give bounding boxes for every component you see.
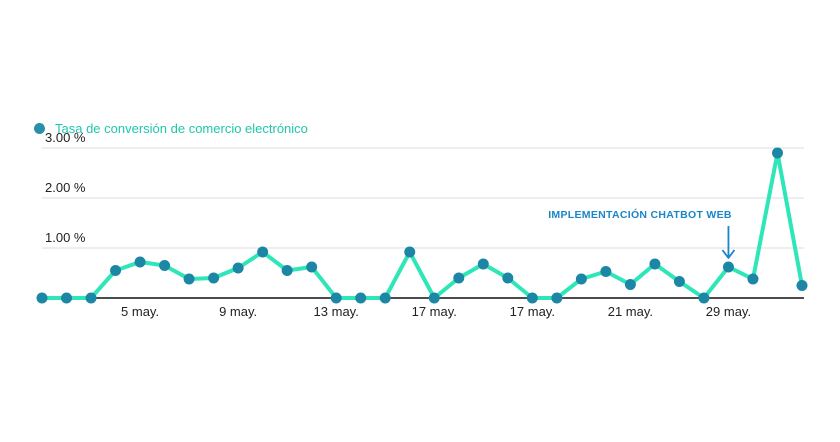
series-line (40, 151, 804, 300)
data-point (575, 273, 587, 285)
x-tick-label: 9 may. (219, 304, 257, 319)
data-point (526, 292, 538, 304)
data-point (232, 262, 244, 274)
data-point (771, 147, 783, 159)
x-tick-label: 17 may. (412, 304, 457, 319)
data-point (698, 292, 710, 304)
data-point (673, 276, 685, 287)
data-point (551, 292, 563, 304)
x-tick-label: 5 may. (121, 304, 159, 319)
data-point (453, 272, 465, 284)
data-point (624, 279, 636, 290)
data-point (134, 256, 146, 268)
data-point (428, 292, 440, 304)
data-point (600, 266, 612, 277)
annotation-arrow-head (721, 249, 736, 259)
y-tick-label: 2.00 % (45, 180, 86, 195)
data-point (747, 273, 759, 285)
data-point (330, 292, 342, 304)
annotation-label: IMPLEMENTACIÓN CHATBOT WEB (548, 208, 732, 221)
data-point (36, 292, 48, 304)
data-point (379, 292, 391, 304)
legend-marker (34, 123, 45, 134)
y-tick-label: 3.00 % (45, 130, 86, 145)
data-point (355, 292, 367, 304)
data-point (257, 246, 269, 258)
data-point (649, 258, 661, 270)
data-point (110, 265, 122, 276)
data-point (281, 265, 293, 276)
x-tick-label: 13 may. (314, 304, 359, 319)
data-point (208, 272, 220, 284)
x-tick-label: 21 may. (608, 304, 653, 319)
legend: Tasa de conversión de comercio electróni… (34, 121, 308, 136)
y-tick-label: 1.00 % (45, 230, 86, 245)
data-point (61, 292, 73, 304)
x-tick-label: 29 may. (706, 304, 751, 319)
data-point (404, 246, 416, 258)
data-point (502, 272, 514, 284)
x-tick-label: 17 may. (510, 304, 555, 319)
data-point (85, 292, 97, 304)
data-point (159, 260, 171, 271)
data-point (183, 273, 195, 285)
data-point (477, 258, 489, 270)
data-point (306, 261, 318, 273)
legend-label: Tasa de conversión de comercio electróni… (55, 121, 308, 136)
data-point (722, 261, 734, 273)
data-point (796, 280, 808, 291)
